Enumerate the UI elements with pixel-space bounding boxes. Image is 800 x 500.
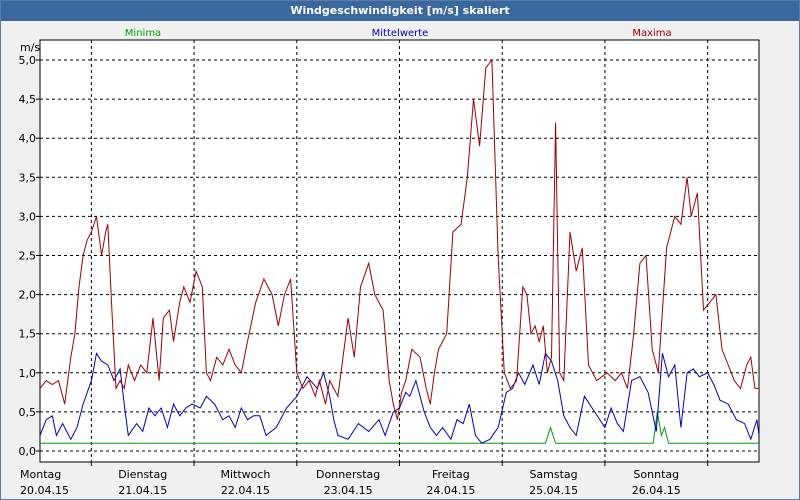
legend-mittelwerte: Mittelwerte bbox=[372, 28, 429, 39]
x-tick-day-label: Freitag bbox=[432, 468, 470, 481]
x-tick-date-label: 21.04.15 bbox=[118, 484, 167, 497]
y-axis-unit: m/s bbox=[20, 41, 40, 54]
y-tick-label: 0,0 bbox=[19, 445, 37, 458]
x-tick-day-label: Dienstag bbox=[118, 468, 167, 481]
x-ticks: Montag 20.04.15 Dienstag 21.04.15 Mittwoch 22… bbox=[20, 462, 709, 497]
x-tick-date-label: 25.04.15 bbox=[529, 484, 578, 497]
grid bbox=[40, 40, 759, 462]
y-tick-label: 4,5 bbox=[19, 93, 37, 106]
y-tick-label: 3,0 bbox=[19, 210, 37, 223]
y-tick-label: 0,5 bbox=[19, 406, 37, 419]
x-tick-day-label: Mittwoch bbox=[220, 468, 270, 481]
y-tick-label: 1,0 bbox=[19, 367, 37, 380]
x-tick-day-label: Montag bbox=[20, 468, 61, 481]
legend-maxima: Maxima bbox=[632, 28, 671, 39]
legend-minima: Minima bbox=[125, 28, 161, 39]
y-tick-label: 3,5 bbox=[19, 171, 37, 184]
x-tick-day-label: Sonntag bbox=[633, 468, 679, 481]
window-title: Windgeschwindigkeit [m/s] skaliert bbox=[1, 1, 799, 21]
x-tick-date-label: 22.04.15 bbox=[221, 484, 270, 497]
series-maxima-line bbox=[39, 58, 759, 420]
y-tick-label: 2,5 bbox=[19, 250, 37, 263]
x-tick-date-label: 24.04.15 bbox=[426, 484, 475, 497]
series-mittelwerte-line bbox=[39, 351, 760, 444]
x-tick-date-label: 23.04.15 bbox=[324, 484, 373, 497]
series-group bbox=[39, 58, 760, 444]
y-tick-label: 5,0 bbox=[19, 54, 37, 67]
y-tick-label: 4,0 bbox=[19, 132, 37, 145]
x-tick-date-label: 20.04.15 bbox=[20, 484, 69, 497]
x-tick-day-label: Samstag bbox=[529, 468, 577, 481]
y-tick-label: 1,5 bbox=[19, 328, 37, 341]
x-tick-day-label: Donnerstag bbox=[316, 468, 380, 481]
x-tick-date-label: 26.04.15 bbox=[632, 484, 681, 497]
y-ticks: 0,0 0,5 1,0 1,5 2,0 2,5 3,0 3,5 4,0 4,5 5,0 bbox=[19, 54, 40, 458]
y-tick-label: 2,0 bbox=[19, 289, 37, 302]
